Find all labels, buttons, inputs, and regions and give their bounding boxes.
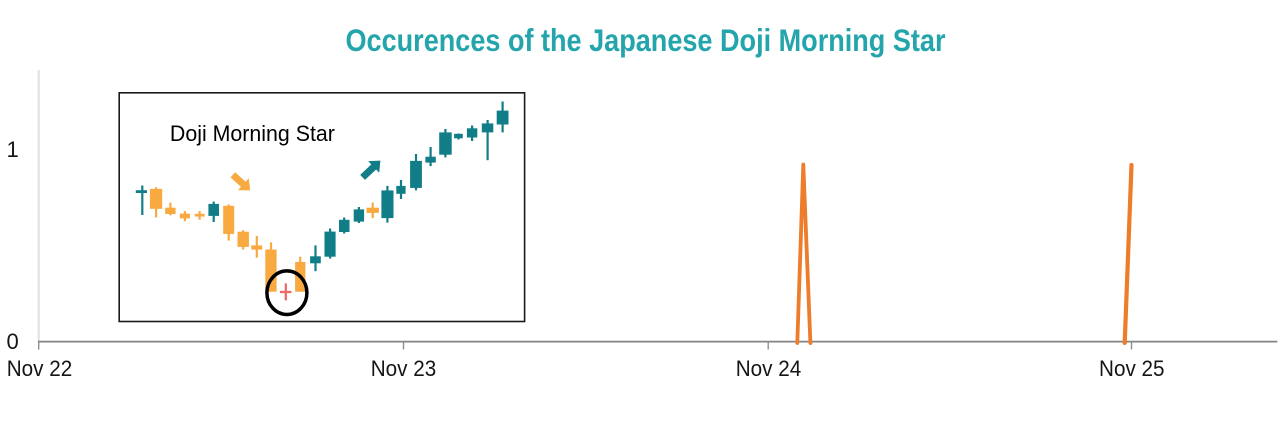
svg-text:Nov 23: Nov 23 xyxy=(371,356,437,381)
svg-text:Nov 24: Nov 24 xyxy=(736,356,802,381)
svg-text:Doji Morning Star: Doji Morning Star xyxy=(170,121,335,146)
svg-text:1: 1 xyxy=(6,137,18,162)
svg-text:Nov 22: Nov 22 xyxy=(7,356,73,381)
svg-text:0: 0 xyxy=(6,329,18,354)
svg-text:Occurences of the Japanese Doj: Occurences of the Japanese Doji Morning … xyxy=(346,23,946,58)
svg-text:Nov 25: Nov 25 xyxy=(1099,356,1165,381)
